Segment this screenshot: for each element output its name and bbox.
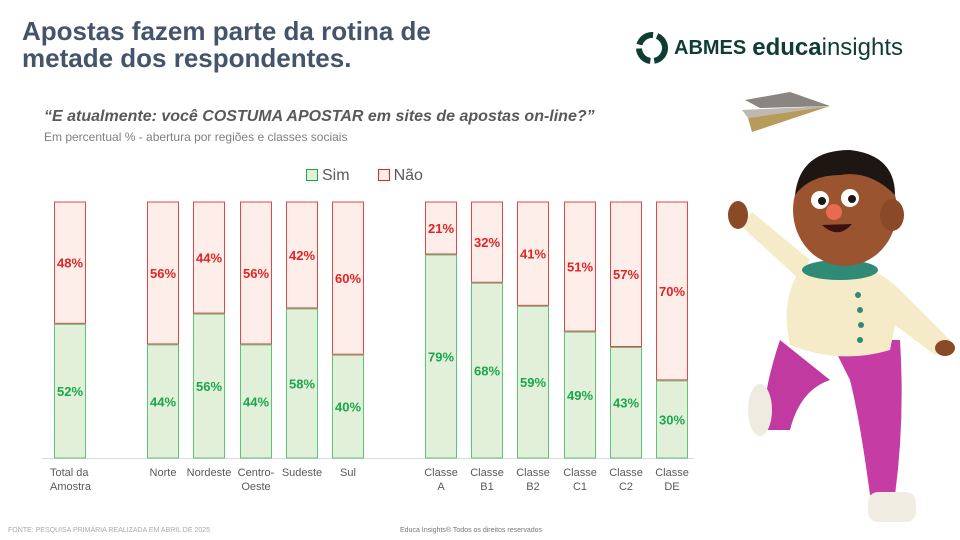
data-label-nao: 56% — [243, 266, 269, 281]
bar-nao — [286, 201, 318, 309]
data-label-sim: 44% — [150, 394, 176, 409]
bar-sim — [425, 254, 457, 459]
data-label-nao: 44% — [196, 251, 222, 266]
data-label-nao: 70% — [659, 284, 685, 299]
bar-sim — [517, 305, 549, 459]
x-tick-label: Nordeste — [187, 467, 232, 479]
bar-sim — [240, 344, 272, 459]
bar-sim — [332, 354, 364, 459]
chart-subtitle: Em percentual % - abertura por regiões e… — [44, 130, 348, 144]
data-label-sim: 40% — [335, 400, 361, 415]
x-tick-label: Sudeste — [282, 467, 322, 479]
bar-nao — [193, 201, 225, 314]
data-label-nao: 57% — [613, 267, 639, 282]
data-label-nao: 56% — [150, 266, 176, 281]
x-tick-label: Classe — [655, 467, 689, 479]
legend-sim: Sim — [306, 167, 350, 185]
bar-nao — [54, 201, 86, 324]
x-tick-label: Total da — [50, 467, 89, 479]
bar-sim — [564, 331, 596, 459]
legend-nao: Não — [377, 167, 423, 185]
x-tick-label: C1 — [573, 481, 587, 493]
x-tick-label: Oeste — [241, 481, 270, 493]
source-note: FONTE: PESQUISA PRIMÁRIA REALIZADA EM AB… — [8, 527, 211, 534]
data-label-nao: 48% — [57, 256, 83, 271]
bar-nao — [425, 201, 457, 255]
data-label-sim: 43% — [613, 396, 639, 411]
legend-swatch — [377, 169, 390, 181]
x-tick-label: Classe — [470, 467, 504, 479]
abmes-logo-text: ABMES — [674, 36, 747, 59]
x-tick-label: B1 — [480, 481, 493, 493]
data-label-nao: 51% — [567, 260, 593, 275]
bar-sim — [147, 344, 179, 459]
x-tick-label: Classe — [516, 467, 550, 479]
title-line: metade dos respondentes. — [22, 43, 352, 73]
insights-logo-text: insights — [821, 34, 903, 61]
x-tick-label: Sul — [340, 467, 356, 479]
legend: Sim Não — [306, 167, 423, 185]
educa-logo-text: educa — [752, 34, 822, 61]
data-label-nao: 60% — [335, 271, 361, 286]
copyright-note: Educa Insights® Todos os direitos reserv… — [400, 527, 542, 534]
data-label-nao: 21% — [428, 221, 454, 236]
bar-nao — [332, 201, 364, 355]
page-title: Apostas fazem parte da rotina de metade d… — [22, 18, 431, 72]
legend-label: Sim — [322, 167, 350, 184]
data-label-sim: 59% — [520, 375, 546, 390]
bar-sim — [471, 282, 503, 459]
x-tick-label: C2 — [619, 481, 633, 493]
data-label-sim: 79% — [428, 349, 454, 364]
data-label-sim: 52% — [57, 384, 83, 399]
legend-swatch — [306, 169, 318, 181]
x-tick-label: Classe — [424, 467, 458, 479]
bar-sim — [54, 323, 86, 459]
bar-nao — [147, 201, 179, 345]
bar-nao — [240, 201, 272, 345]
bar-sim — [193, 313, 225, 459]
bar-nao — [656, 201, 688, 381]
data-label-sim: 56% — [196, 379, 222, 394]
x-tick-label: Amostra — [50, 481, 92, 493]
bar-sim — [610, 346, 642, 459]
x-tick-label: A — [437, 481, 445, 493]
data-label-sim: 68% — [474, 364, 500, 379]
data-label-sim: 58% — [289, 376, 315, 391]
x-tick-label: Classe — [609, 467, 643, 479]
data-label-sim: 49% — [567, 388, 593, 403]
data-label-sim: 30% — [659, 412, 685, 427]
logo: ABMES educainsights — [636, 32, 903, 64]
legend-label: Não — [393, 167, 423, 184]
chart-title: “E atualmente: você COSTUMA APOSTAR em s… — [44, 108, 595, 125]
bar-nao — [610, 201, 642, 347]
title-line: Apostas fazem parte da rotina de — [22, 16, 431, 46]
bar-nao — [471, 201, 503, 283]
data-label-sim: 44% — [243, 394, 269, 409]
abmes-logo-icon — [636, 32, 668, 64]
bar-sim — [286, 308, 318, 459]
x-tick-label: Classe — [563, 467, 597, 479]
data-label-nao: 32% — [474, 235, 500, 250]
bar-nao — [564, 201, 596, 332]
x-tick-label: B2 — [526, 481, 539, 493]
bar-nao — [517, 201, 549, 306]
data-label-nao: 42% — [289, 248, 315, 263]
x-tick-label: Norte — [150, 467, 177, 479]
x-tick-label: DE — [664, 481, 679, 493]
bar-sim — [656, 380, 688, 459]
x-tick-label: Centro- — [238, 467, 275, 479]
data-label-nao: 41% — [520, 247, 546, 262]
